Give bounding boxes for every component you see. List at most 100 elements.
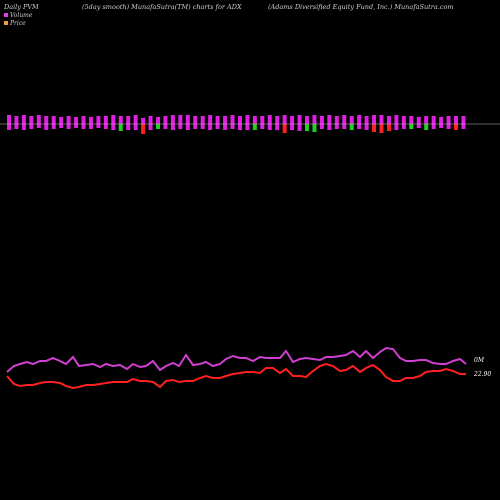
volume-bar-up bbox=[156, 117, 160, 124]
legend-price: Price bbox=[4, 20, 26, 27]
volume-bar-down bbox=[260, 124, 265, 129]
volume-bar-up bbox=[349, 116, 354, 124]
volume-bar-up bbox=[103, 116, 108, 124]
volume-bar-up bbox=[245, 115, 250, 124]
volume-bar-down bbox=[245, 124, 250, 130]
volume-bar-up bbox=[200, 116, 205, 124]
volume-bar-up bbox=[305, 116, 309, 124]
volume-bar-up bbox=[133, 115, 138, 124]
volume-bar-up bbox=[334, 116, 339, 124]
volume-bar-down bbox=[193, 124, 198, 129]
volume-bar-up bbox=[379, 115, 384, 124]
volume-bar-down bbox=[7, 124, 11, 130]
volume-bar-down bbox=[118, 124, 123, 131]
legend-price-swatch bbox=[4, 21, 8, 25]
volume-bar-down bbox=[327, 124, 332, 130]
volume-bar-down bbox=[21, 124, 26, 130]
volume-bar-up bbox=[267, 115, 272, 124]
volume-bar-down bbox=[223, 124, 228, 130]
volume-bar-down bbox=[297, 124, 302, 131]
volume-bar-down bbox=[230, 124, 235, 129]
volume-bar-up bbox=[148, 116, 153, 124]
volume-bar-down bbox=[170, 124, 175, 130]
volume-bar-down bbox=[312, 124, 317, 132]
volume-bar-up bbox=[439, 117, 444, 124]
volume-bar-down bbox=[364, 124, 369, 130]
chart-header-left: Daily PVM bbox=[4, 3, 39, 11]
volume-bar-down bbox=[379, 124, 384, 133]
volume-bar-up bbox=[409, 116, 414, 124]
volume-bar-down bbox=[454, 124, 458, 130]
volume-bar-down bbox=[431, 124, 436, 129]
volume-bar-up bbox=[51, 116, 56, 124]
volume-bar-down bbox=[51, 124, 56, 129]
volume-bar-up bbox=[88, 117, 93, 124]
volume-bar-up bbox=[319, 116, 324, 124]
volume-bar-down bbox=[319, 124, 324, 129]
volume-bar-down bbox=[59, 124, 64, 128]
volume-bar-down bbox=[133, 124, 138, 130]
volume-bar-up bbox=[372, 115, 377, 124]
volume-bar-down bbox=[156, 124, 160, 129]
volume-bar-down bbox=[126, 124, 131, 130]
volume-bar-up bbox=[401, 116, 406, 124]
volume-bar-down bbox=[111, 124, 116, 130]
volume-bar-up bbox=[170, 115, 175, 124]
volume-bar-up bbox=[208, 115, 213, 124]
volume-bar-up bbox=[163, 116, 168, 124]
legend-volume-swatch bbox=[4, 13, 8, 17]
volume-bar-down bbox=[14, 124, 19, 129]
volume-bar-up bbox=[178, 115, 183, 124]
volume-bar-up bbox=[96, 116, 101, 124]
volume-bar-down bbox=[401, 124, 406, 129]
volume-bar-up bbox=[185, 115, 190, 124]
volume-bar-down bbox=[275, 124, 280, 130]
volume-bars-group bbox=[7, 115, 466, 134]
volume-bar-up bbox=[215, 116, 220, 124]
volume-bar-down bbox=[74, 124, 79, 128]
volume-bar-up bbox=[290, 116, 295, 124]
volume-bar-up bbox=[36, 115, 41, 124]
volume-bar-up bbox=[230, 115, 235, 124]
volume-bar-down bbox=[178, 124, 183, 129]
volume-bar-down bbox=[290, 124, 295, 130]
volume-bar-down bbox=[305, 124, 309, 131]
volume-bar-up bbox=[118, 116, 123, 124]
volume-bar-up bbox=[357, 115, 362, 124]
volume-bar-up bbox=[126, 116, 131, 124]
volume-bar-down bbox=[29, 124, 34, 129]
volume-bar-down bbox=[200, 124, 205, 129]
volume-bar-down bbox=[424, 124, 429, 130]
volume-bar-down bbox=[282, 124, 287, 133]
volume-bar-up bbox=[282, 115, 287, 124]
volume-bar-down bbox=[439, 124, 444, 128]
volume-bar-up bbox=[252, 116, 257, 124]
volume-bar-down bbox=[88, 124, 93, 129]
volume-bar-down bbox=[36, 124, 41, 128]
legend-volume-label: Volume bbox=[10, 12, 33, 19]
volume-bar-down bbox=[163, 124, 168, 129]
volume-bar-down bbox=[416, 124, 421, 128]
volume-bar-up bbox=[327, 115, 332, 124]
volume-bar-down bbox=[141, 124, 146, 134]
volume-bar-down bbox=[349, 124, 354, 130]
volume-bar-up bbox=[29, 116, 34, 124]
volume-bar-down bbox=[215, 124, 220, 129]
volume-bar-up bbox=[260, 116, 265, 124]
volume-bar-up bbox=[364, 116, 369, 124]
volume-bar-up bbox=[66, 116, 71, 124]
volume-bar-up bbox=[312, 115, 317, 124]
volume-bar-up bbox=[342, 115, 347, 124]
volume-bar-down bbox=[334, 124, 339, 129]
chart-header-center: (5day smooth) MunafaSutra(TM) charts for… bbox=[82, 3, 242, 11]
volume-bar-up bbox=[424, 116, 429, 124]
volume-bar-up bbox=[297, 115, 302, 124]
volume-bar-up bbox=[74, 117, 79, 124]
volume-bar-down bbox=[461, 124, 466, 129]
volume-bar-down bbox=[96, 124, 101, 128]
volume-bar-down bbox=[446, 124, 451, 129]
volume-bar-up bbox=[394, 115, 399, 124]
volume-bar-up bbox=[461, 116, 466, 124]
volume-bar-up bbox=[7, 115, 11, 124]
volume-bar-down bbox=[372, 124, 377, 132]
